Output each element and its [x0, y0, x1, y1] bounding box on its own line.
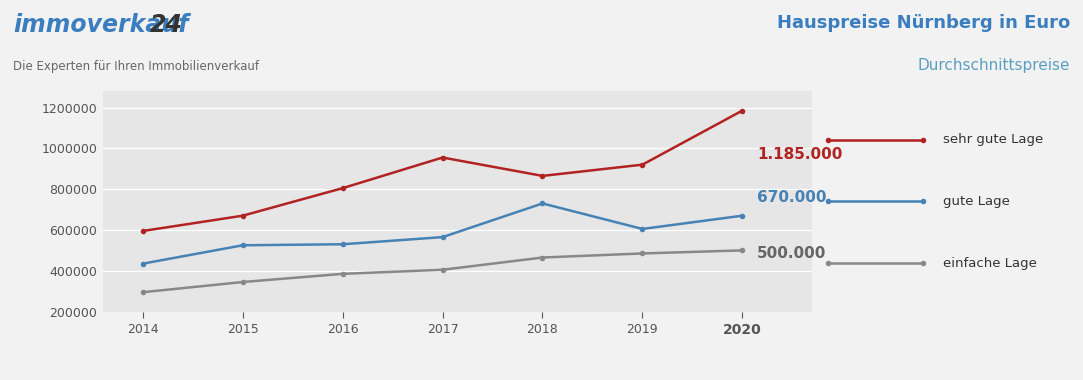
Text: 1.185.000: 1.185.000 — [757, 147, 843, 162]
Text: sehr gute Lage: sehr gute Lage — [942, 133, 1043, 146]
Text: 24: 24 — [149, 13, 182, 37]
Text: einfache Lage: einfache Lage — [942, 256, 1036, 270]
Text: gute Lage: gute Lage — [942, 195, 1009, 208]
Text: Hauspreise Nürnberg in Euro: Hauspreise Nürnberg in Euro — [777, 14, 1070, 32]
Text: Durchschnittspreise: Durchschnittspreise — [917, 58, 1070, 73]
Text: Die Experten für Ihren Immobilienverkauf: Die Experten für Ihren Immobilienverkauf — [13, 60, 259, 73]
Text: 500.000: 500.000 — [757, 246, 826, 261]
Text: 670.000: 670.000 — [757, 190, 826, 205]
Text: immoverkauf: immoverkauf — [13, 13, 188, 37]
